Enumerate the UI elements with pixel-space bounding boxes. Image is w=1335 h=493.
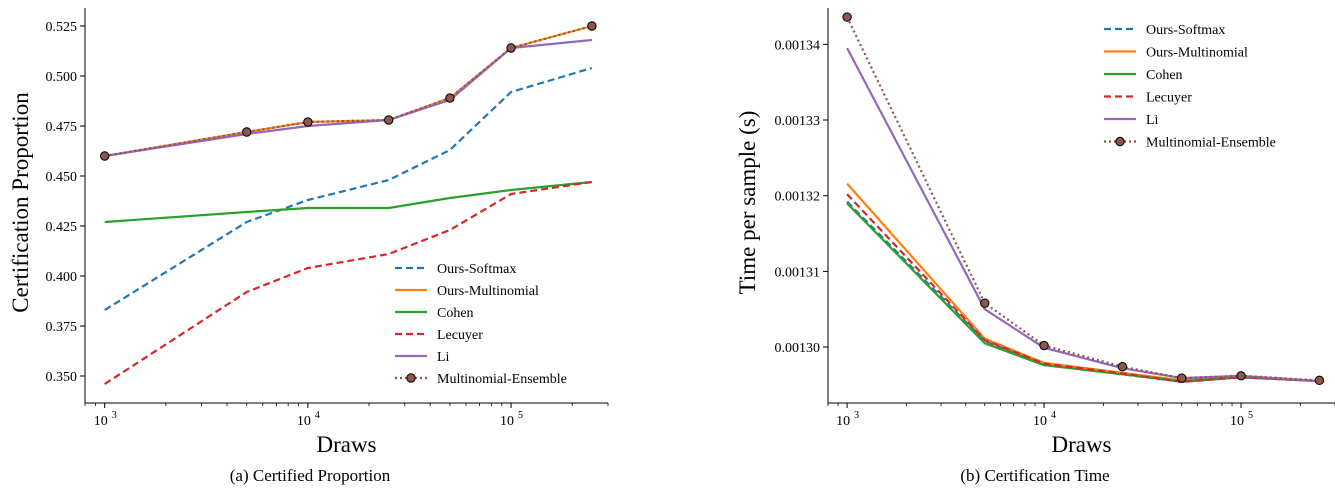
- y-tick-label: 0.400: [46, 270, 78, 285]
- x-tick-label: 10: [836, 414, 850, 429]
- x-tick-label: 10: [500, 414, 514, 429]
- data-point-multinomial-ensemble: [242, 127, 252, 137]
- y-tick-label: 0.500: [46, 70, 78, 85]
- legend-label-cohen: Cohen: [1146, 68, 1183, 83]
- legend-label-multinomial-ensemble: Multinomial-Ensemble: [1146, 136, 1276, 151]
- y-tick-label: 0.525: [46, 20, 78, 35]
- y-tick-label: 0.425: [46, 220, 78, 235]
- series-line-li: [104, 38, 593, 158]
- series-line-lecuyer: [104, 180, 593, 385]
- series-line-multinomial-ensemble: [846, 16, 1320, 382]
- y-tick-label: 0.00130: [775, 341, 821, 356]
- series-line-cohen: [846, 202, 1320, 383]
- chart-panel-certified-proportion: 0.350 0.375 0.400 0.425 0.450 0.475 0.500 0.525…: [0, 0, 620, 493]
- x-tick-exponent: 4: [315, 410, 320, 421]
- chart-svg-certified-proportion: 0.350 0.375 0.400 0.425 0.450 0.475 0.500 0.525…: [8, 8, 609, 457]
- legend-label-li: Li: [437, 350, 450, 365]
- x-tick-exponent: 3: [854, 410, 859, 421]
- data-point-multinomial-ensemble: [384, 115, 394, 125]
- legend-label-ours-multinomial: Ours-Multinomial: [437, 284, 539, 299]
- legend-label-ours-softmax: Ours-Softmax: [437, 262, 516, 277]
- legend-label-multinomial-ensemble: Multinomial-Ensemble: [437, 372, 567, 387]
- y-tick-label: 0.00133: [775, 114, 821, 129]
- x-tick-label: 10: [297, 414, 311, 429]
- data-point-multinomial-ensemble: [303, 117, 313, 127]
- legend-label-ours-softmax: Ours-Softmax: [1146, 23, 1225, 38]
- x-tick-exponent: 3: [112, 410, 117, 421]
- y-tick-label: 0.00131: [775, 265, 821, 280]
- x-axis-title: Draws: [1051, 432, 1111, 457]
- x-tick-exponent: 5: [518, 410, 523, 421]
- x-tick-exponent: 4: [1051, 410, 1056, 421]
- data-point-multinomial-ensemble: [1177, 373, 1187, 383]
- x-tick-label: 10: [1230, 414, 1244, 429]
- chart-panel-certification-time: 0.00130 0.00131 0.00132 0.00133 0.00134 10 3 10…: [715, 0, 1335, 493]
- legend-marker-multinomial-ensemble: [1115, 136, 1125, 147]
- legend-label-ours-multinomial: Ours-Multinomial: [1146, 46, 1248, 61]
- x-tick-exponent: 5: [1248, 410, 1253, 421]
- series-line-ours-multinomial: [104, 24, 593, 158]
- data-point-multinomial-ensemble: [1236, 371, 1246, 381]
- data-point-multinomial-ensemble: [1117, 362, 1128, 372]
- x-tick-label: 10: [1033, 414, 1047, 429]
- legend-label-li: Li: [1146, 113, 1159, 128]
- chart-svg-certification-time: 0.00130 0.00131 0.00132 0.00133 0.00134 10 3 10…: [735, 8, 1335, 457]
- y-tick-label: 0.475: [46, 120, 78, 135]
- legend-label-lecuyer: Lecuyer: [1146, 91, 1192, 106]
- data-point-multinomial-ensemble: [506, 43, 516, 53]
- series-line-cohen: [104, 180, 593, 224]
- series-line-li: [846, 47, 1320, 383]
- x-axis-title: Draws: [316, 432, 376, 457]
- data-point-multinomial-ensemble: [1039, 340, 1049, 351]
- caption-certification-time: (b) Certification Time: [960, 466, 1110, 485]
- series-line-ours-softmax: [104, 66, 593, 311]
- data-point-multinomial-ensemble: [1314, 375, 1325, 386]
- y-tick-label: 0.350: [46, 370, 78, 385]
- y-tick-label: 0.00132: [775, 190, 821, 205]
- data-point-multinomial-ensemble: [842, 12, 852, 22]
- series-line-lecuyer: [846, 193, 1320, 383]
- y-axis-title: Time per sample (s): [735, 111, 760, 295]
- series-line-ours-multinomial: [846, 182, 1320, 383]
- caption-certified-proportion: (a) Certified Proportion: [229, 466, 391, 485]
- series-line-ours-softmax: [846, 200, 1320, 383]
- y-tick-label: 0.00134: [775, 38, 821, 53]
- legend-label-cohen: Cohen: [437, 306, 474, 321]
- data-point-multinomial-ensemble: [587, 21, 597, 31]
- y-axis-title: Certification Proportion: [8, 92, 33, 313]
- data-point-multinomial-ensemble: [445, 93, 455, 103]
- y-tick-label: 0.375: [46, 320, 78, 335]
- data-point-multinomial-ensemble: [99, 151, 110, 161]
- data-point-multinomial-ensemble: [980, 298, 990, 308]
- y-tick-label: 0.450: [46, 170, 78, 185]
- legend-marker-multinomial-ensemble: [406, 373, 416, 383]
- x-tick-label: 10: [94, 414, 108, 429]
- legend-label-lecuyer: Lecuyer: [437, 328, 483, 343]
